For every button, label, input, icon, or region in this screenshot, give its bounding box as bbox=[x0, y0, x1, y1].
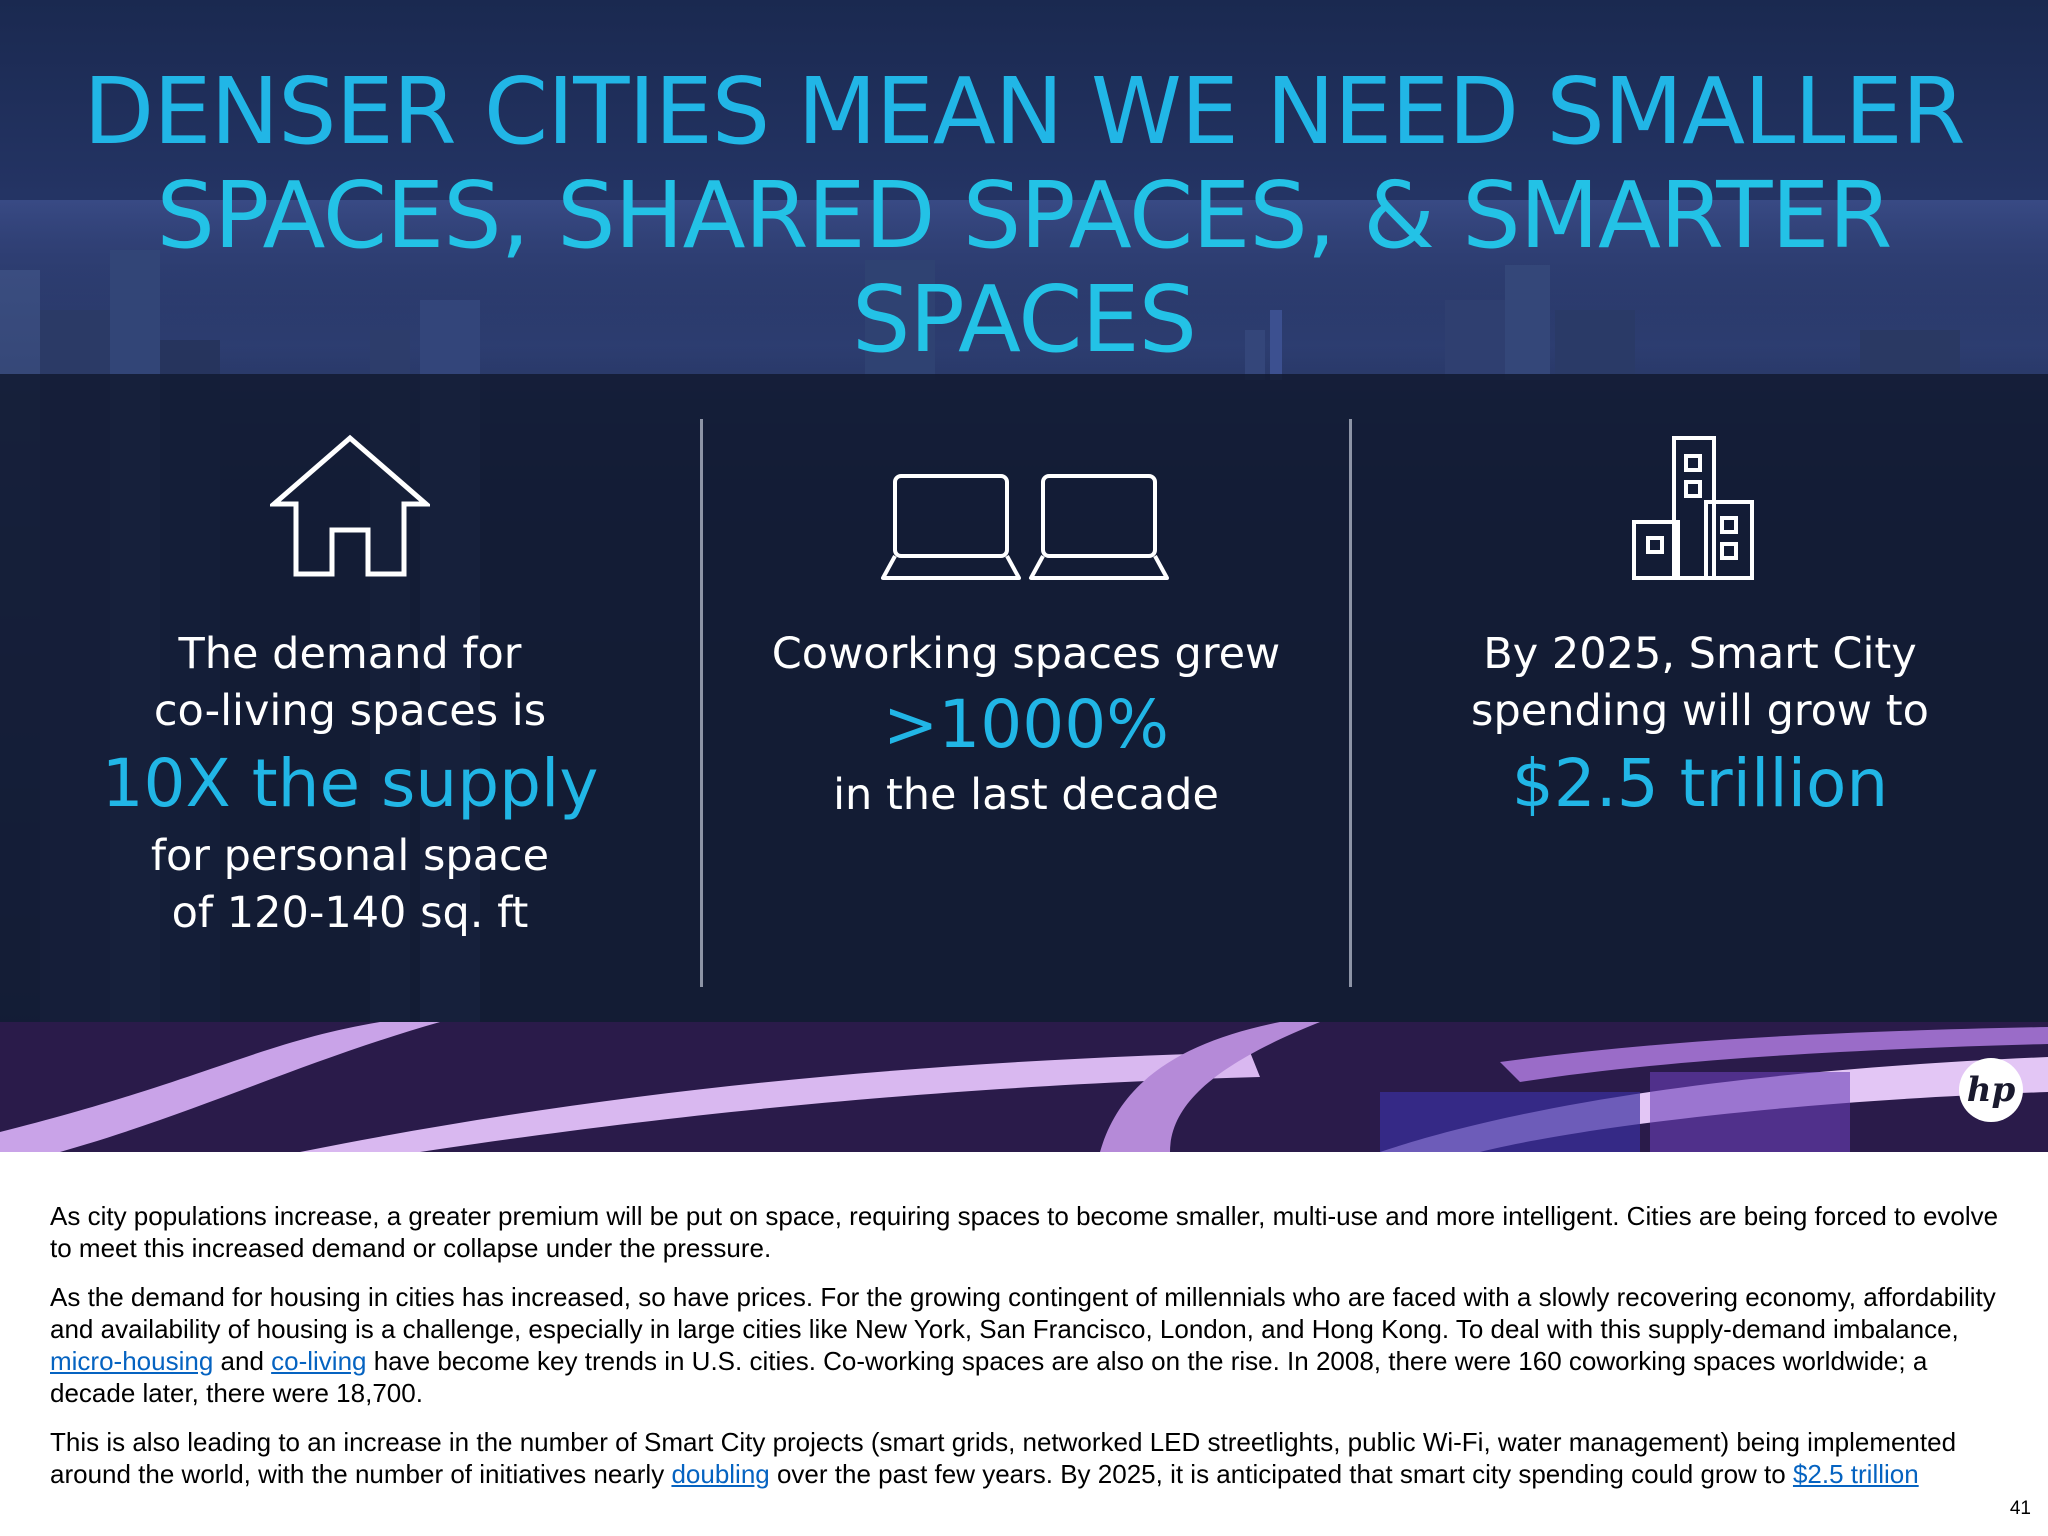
notes-paragraph: As city populations increase, a greater … bbox=[50, 1201, 1999, 1263]
title-line-2: SPACES, SHARED SPACES, & SMARTER SPACES bbox=[156, 162, 1893, 373]
link-micro-housing[interactable]: micro-housing bbox=[50, 1346, 214, 1376]
house-icon bbox=[0, 432, 700, 582]
notes-paragraph: This is also leading to an increase in t… bbox=[50, 1427, 1957, 1489]
title-line-1: DENSER CITIES MEAN WE NEED SMALLER bbox=[83, 58, 1965, 165]
column-divider bbox=[700, 419, 703, 987]
stats-panel: The demand for co-living spaces is 10X t… bbox=[0, 374, 2048, 1022]
stat-text: of 120-140 sq. ft bbox=[171, 888, 529, 938]
highway-interchange-image bbox=[0, 1022, 2048, 1152]
stat-text: The demand for bbox=[178, 629, 522, 679]
stat-text: for personal space bbox=[150, 831, 550, 881]
stat-column-smart-city: By 2025, Smart City spending will grow t… bbox=[1352, 374, 2048, 1022]
stat-text: in the last decade bbox=[833, 770, 1219, 820]
page-number: 41 bbox=[2009, 1498, 2031, 1519]
link-2-5-trillion[interactable]: $2.5 trillion bbox=[1792, 1459, 1919, 1489]
stat-highlight: >1000% bbox=[883, 686, 1169, 763]
column-divider bbox=[1349, 419, 1352, 987]
stat-text: spending will grow to bbox=[1471, 686, 1929, 736]
stat-highlight: 10X the supply bbox=[101, 745, 599, 822]
stat-text: By 2025, Smart City bbox=[1483, 629, 1917, 679]
speaker-notes: As city populations increase, a greater … bbox=[50, 1200, 2010, 1507]
link-doubling[interactable]: doubling bbox=[671, 1459, 770, 1489]
notes-paragraph: As the demand for housing in cities has … bbox=[50, 1282, 1996, 1408]
two-laptops-icon bbox=[703, 472, 1349, 622]
slide: DENSER CITIES MEAN WE NEED SMALLER SPACE… bbox=[0, 0, 2048, 1152]
link-co-living[interactable]: co-living bbox=[271, 1346, 367, 1376]
stat-column-coliving: The demand for co-living spaces is 10X t… bbox=[0, 374, 700, 1022]
stat-text: Coworking spaces grew bbox=[771, 629, 1281, 679]
stat-column-coworking: Coworking spaces grew >1000% in the last… bbox=[703, 374, 1349, 1022]
buildings-icon bbox=[1352, 432, 2048, 582]
slide-title: DENSER CITIES MEAN WE NEED SMALLER SPACE… bbox=[0, 60, 2048, 372]
stat-highlight: $2.5 trillion bbox=[1511, 745, 1889, 822]
stat-text: co-living spaces is bbox=[153, 686, 547, 736]
hp-logo: hp bbox=[1959, 1058, 2023, 1122]
